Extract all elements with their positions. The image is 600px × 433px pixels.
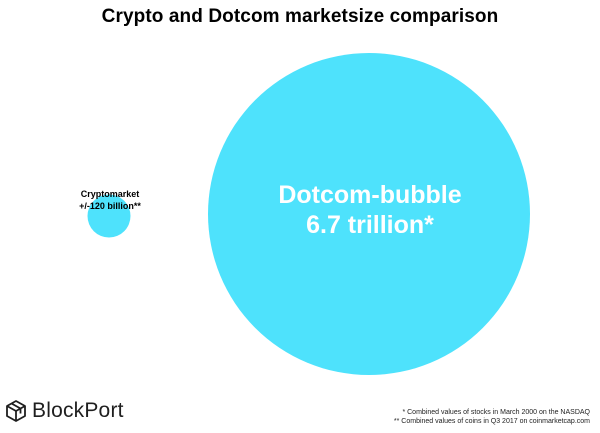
cryptomarket-label-name: Cryptomarket (80, 189, 140, 199)
chart-title: Crypto and Dotcom marketsize comparison (101, 6, 499, 27)
dotcom-label-name: Dotcom-bubble (278, 181, 462, 209)
cryptomarket-label: Cryptomarket +/-120 billion** (70, 188, 150, 212)
dotcom-label: Dotcom-bubble 6.7 trillion* (210, 180, 530, 240)
footnotes: * Combined values of stocks in March 200… (394, 408, 590, 426)
cryptomarket-label-value: +/-120 billion** (79, 201, 141, 211)
dotcom-label-value: 6.7 trillion* (306, 211, 434, 239)
blockport-logo-icon (6, 400, 26, 422)
dotcom-bubble (208, 53, 530, 375)
cryptomarket-bubble (87, 194, 131, 238)
brand: BlockPort (5, 398, 124, 424)
footnote-2: ** Combined values of coins in Q3 2017 o… (393, 418, 590, 425)
brand-name: BlockPort (32, 399, 124, 422)
footnote-1: * Combined values of stocks in March 200… (402, 409, 590, 416)
